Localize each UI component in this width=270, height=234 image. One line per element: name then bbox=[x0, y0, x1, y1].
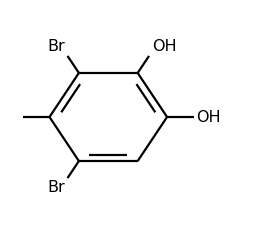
Text: Br: Br bbox=[47, 39, 65, 54]
Text: OH: OH bbox=[152, 39, 176, 54]
Text: OH: OH bbox=[197, 110, 221, 124]
Text: Br: Br bbox=[47, 180, 65, 195]
